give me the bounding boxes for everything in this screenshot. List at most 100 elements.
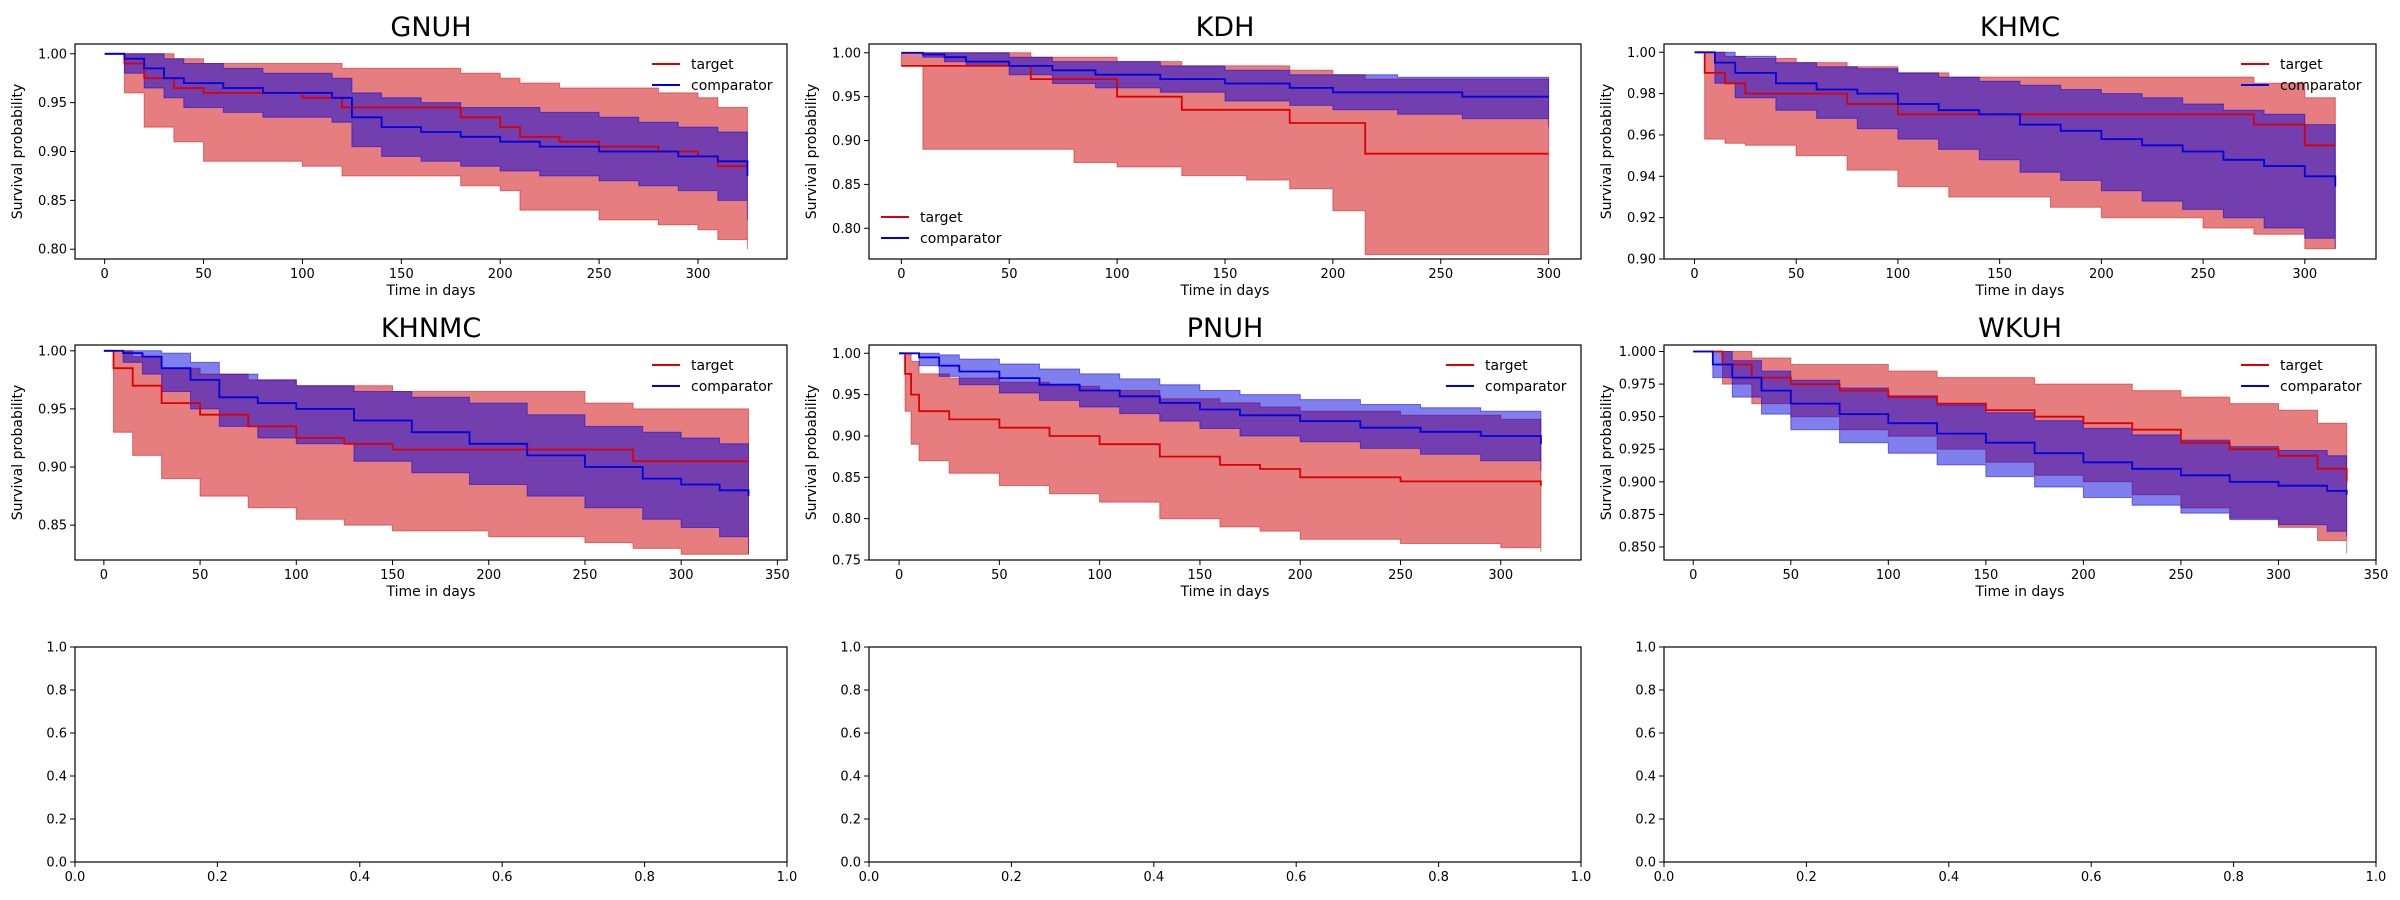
y-tick-label: 0.95 bbox=[832, 388, 861, 403]
subplot-title: KHMC bbox=[1980, 12, 2060, 43]
y-tick-label: 0.6 bbox=[840, 727, 861, 742]
legend-label-comparator: comparator bbox=[691, 379, 773, 395]
y-tick-label: 0.8 bbox=[1635, 684, 1656, 699]
x-tick-label: 300 bbox=[2292, 267, 2317, 282]
y-tick-label: 0.98 bbox=[1627, 87, 1656, 102]
legend: target comparator bbox=[881, 210, 1002, 247]
legend: target comparator bbox=[652, 358, 773, 395]
y-tick-label: 0.2 bbox=[840, 813, 861, 828]
x-tick-label: 350 bbox=[765, 568, 790, 583]
y-tick-label: 0.85 bbox=[38, 519, 67, 534]
y-tick-label: 1.000 bbox=[1619, 345, 1656, 360]
axes-frame bbox=[1663, 43, 2377, 260]
subplot-wkuh: 0 50 100 150 200 250 300 350 0.850 0.875 0.900 0.92… bbox=[1599, 313, 2388, 600]
legend-label-target: target bbox=[1485, 358, 1528, 374]
x-tick-label: 50 bbox=[1001, 267, 1018, 282]
y-tick-label: 0.8 bbox=[46, 684, 67, 699]
x-tick-label: 0 bbox=[895, 568, 903, 583]
subplot-title: KHNMC bbox=[381, 313, 481, 344]
legend: target comparator bbox=[1446, 358, 1567, 395]
x-tick-label: 250 bbox=[587, 267, 612, 282]
axes-frame bbox=[74, 646, 788, 863]
x-tick-label: 200 bbox=[1288, 568, 1313, 583]
axes-frame bbox=[74, 344, 788, 561]
y-tick-label: 0.4 bbox=[1635, 770, 1656, 785]
subplot-empty-7: 0.0 0.2 0.4 0.6 0.8 1.0 0.0 0.2 0.4 0.6 0.8 1.0 bbox=[840, 641, 1591, 886]
x-tick-label: 250 bbox=[2169, 568, 2194, 583]
y-axis-label: Survival probability bbox=[804, 385, 820, 521]
x-tick-label: 100 bbox=[1876, 568, 1901, 583]
x-tick-label: 100 bbox=[290, 267, 315, 282]
x-tick-label: 0.8 bbox=[2223, 870, 2244, 885]
subplot-pnuh: 0 50 100 150 200 250 300 0.75 0.80 0.85 0.90 0.95 1.… bbox=[804, 313, 1582, 600]
x-tick-label: 0.8 bbox=[1428, 870, 1449, 885]
subplot-khmc: 0 50 100 150 200 250 300 0.90 0.92 0.94 0.96 0.98 1.… bbox=[1599, 12, 2377, 299]
x-tick-label: 0.4 bbox=[1143, 870, 1164, 885]
subplot-kdh: 0 50 100 150 200 250 300 0.80 0.85 0.90 0.95 1.00 KD… bbox=[804, 12, 1582, 299]
legend: target comparator bbox=[2241, 57, 2362, 94]
legend-label-target: target bbox=[2280, 57, 2323, 73]
y-tick-label: 0.90 bbox=[38, 145, 67, 160]
survival-line-target bbox=[1693, 350, 2348, 482]
y-axis-label: Survival probability bbox=[1599, 385, 1615, 521]
legend-label-comparator: comparator bbox=[691, 78, 773, 94]
y-axis-label: Survival probability bbox=[1599, 84, 1615, 220]
ci-band-comparator bbox=[104, 53, 748, 220]
y-tick-label: 0.90 bbox=[38, 461, 67, 476]
x-tick-label: 150 bbox=[1987, 267, 2012, 282]
y-tick-label: 0.95 bbox=[38, 402, 67, 417]
x-tick-label: 0 bbox=[101, 267, 109, 282]
x-tick-label: 100 bbox=[284, 568, 309, 583]
x-tick-label: 0.4 bbox=[349, 870, 370, 885]
axes-frame bbox=[868, 646, 1582, 863]
x-tick-label: 50 bbox=[192, 568, 209, 583]
x-tick-label: 0.6 bbox=[492, 870, 513, 885]
x-tick-label: 0 bbox=[100, 568, 108, 583]
survival-line-target bbox=[899, 352, 1542, 486]
x-tick-label: 150 bbox=[1188, 568, 1213, 583]
y-tick-label: 0.975 bbox=[1619, 378, 1656, 393]
y-tick-label: 0.4 bbox=[46, 770, 67, 785]
y-tick-label: 0.95 bbox=[832, 90, 861, 105]
x-tick-label: 0 bbox=[1690, 267, 1698, 282]
x-tick-label: 200 bbox=[476, 568, 501, 583]
subplot-gnuh: 0 50 100 150 200 250 300 0.80 0.85 0.90 0.95 1.00 GN… bbox=[10, 12, 788, 299]
x-tick-label: 200 bbox=[488, 267, 513, 282]
legend: target comparator bbox=[652, 57, 773, 94]
x-tick-label: 0.6 bbox=[1286, 870, 1307, 885]
x-tick-label: 0.0 bbox=[859, 870, 880, 885]
legend-label-target: target bbox=[2280, 358, 2323, 374]
y-axis-label: Survival probability bbox=[10, 385, 26, 521]
plot-area bbox=[1693, 350, 2348, 554]
y-tick-label: 0.6 bbox=[46, 727, 67, 742]
x-tick-label: 100 bbox=[1087, 568, 1112, 583]
subplot-khnmc: 0 50 100 150 200 250 300 350 0.85 0.90 0.95 1.00 KHN… bbox=[10, 313, 790, 600]
x-tick-label: 150 bbox=[380, 568, 405, 583]
ci-band-comparator bbox=[1694, 51, 2336, 249]
x-tick-label: 200 bbox=[2089, 267, 2114, 282]
plot-area bbox=[103, 349, 750, 555]
x-axis-label: Time in days bbox=[1975, 283, 2065, 299]
y-tick-label: 0.80 bbox=[38, 243, 67, 258]
legend-label-target: target bbox=[920, 210, 963, 226]
y-tick-label: 0.90 bbox=[832, 429, 861, 444]
x-tick-label: 0.4 bbox=[1938, 870, 1959, 885]
y-tick-label: 0.0 bbox=[840, 856, 861, 871]
x-axis-label: Time in days bbox=[1180, 283, 1270, 299]
y-tick-label: 0.80 bbox=[832, 222, 861, 237]
axes-frame bbox=[1663, 344, 2377, 561]
x-tick-label: 1.0 bbox=[1571, 870, 1592, 885]
legend-label-comparator: comparator bbox=[920, 231, 1002, 247]
y-tick-label: 1.0 bbox=[840, 641, 861, 656]
survival-line-comparator bbox=[104, 52, 749, 176]
y-tick-label: 0.85 bbox=[38, 194, 67, 209]
y-tick-label: 0.925 bbox=[1619, 443, 1656, 458]
x-tick-label: 0.6 bbox=[2081, 870, 2102, 885]
y-tick-label: 1.00 bbox=[38, 47, 67, 62]
x-tick-label: 250 bbox=[1428, 267, 1453, 282]
x-tick-label: 300 bbox=[669, 568, 694, 583]
subplot-title: PNUH bbox=[1187, 313, 1264, 344]
survival-line-comparator bbox=[1694, 51, 2337, 187]
x-tick-label: 300 bbox=[1488, 568, 1513, 583]
